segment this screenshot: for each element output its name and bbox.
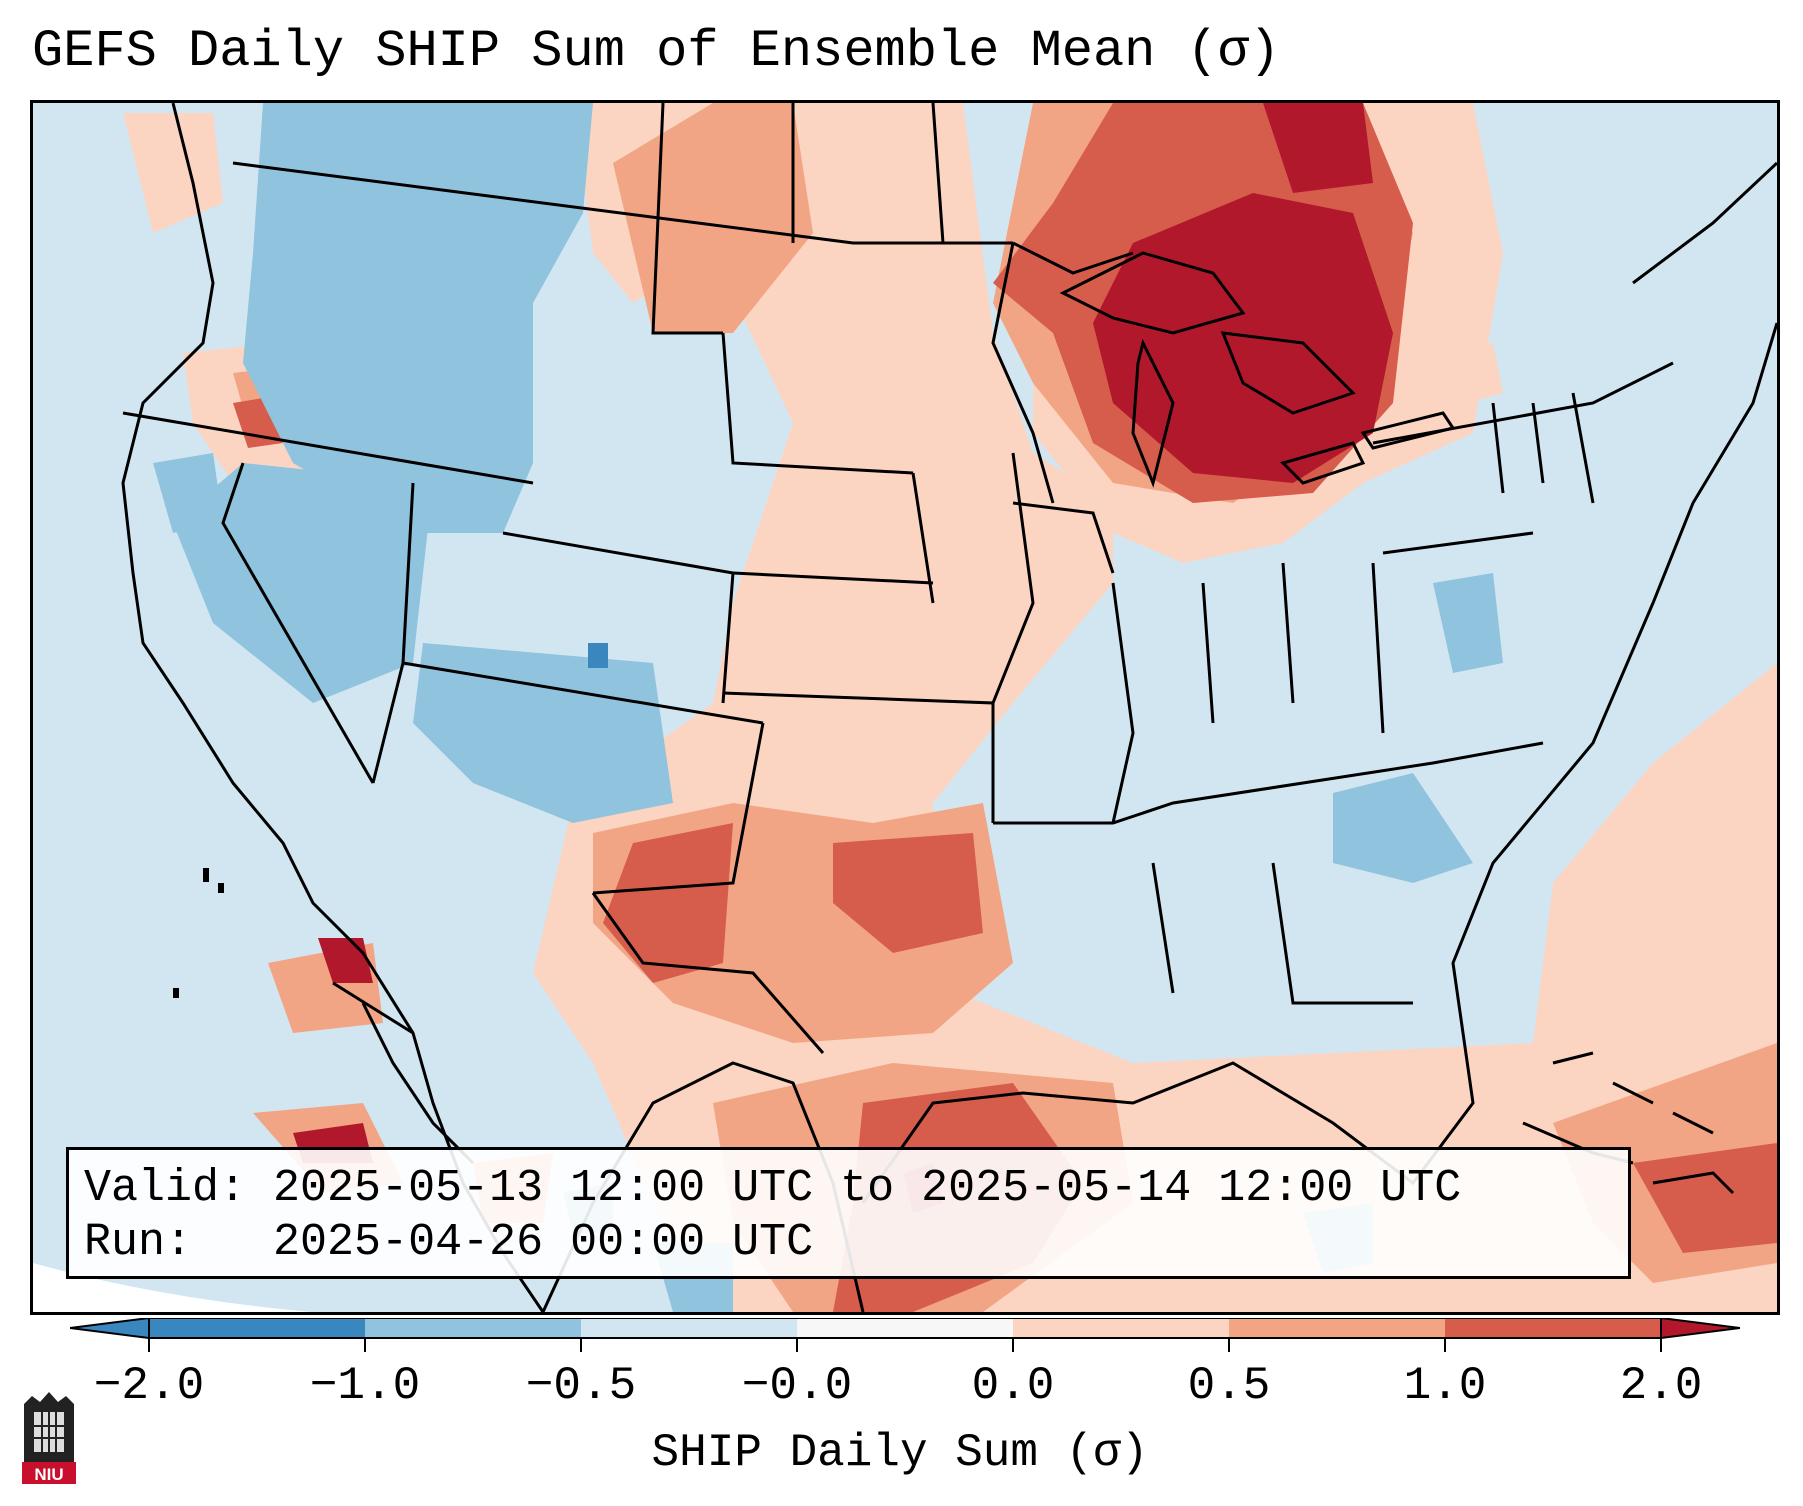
colorbar-segment	[1445, 1318, 1662, 1338]
map-title: GEFS Daily SHIP Sum of Ensemble Mean (σ)	[32, 22, 1281, 81]
valid-range: 2025-05-13 12:00 UTC to 2025-05-14 12:00…	[273, 1163, 1462, 1214]
colorbar-label: SHIP Daily Sum (σ)	[651, 1427, 1149, 1479]
colorbar-tick-label: 2.0	[1619, 1360, 1703, 1412]
boundary-lines	[121, 103, 1777, 1312]
colorbar-tick-label: −1.0	[309, 1360, 421, 1412]
anomaly-moderate-negative	[588, 643, 608, 668]
mexico-islands	[173, 868, 224, 998]
colorbar-segment	[1229, 1318, 1446, 1338]
colorbar-tick-label: 1.0	[1403, 1360, 1487, 1412]
projection-edge-left	[33, 1263, 312, 1312]
valid-label: Valid:	[84, 1163, 247, 1214]
colorbar-segment	[797, 1318, 1014, 1338]
anomaly-map	[33, 103, 1777, 1312]
colorbar-segment	[1013, 1318, 1230, 1338]
colorbar-segment	[581, 1318, 798, 1338]
colorbar-extend-high	[1660, 1318, 1740, 1340]
great-lakes	[1059, 251, 1456, 488]
colorbar-border	[148, 1318, 1662, 1339]
colorbar-extend-low	[70, 1318, 150, 1340]
colorbar-segment	[365, 1318, 582, 1338]
run-time: 2025-04-26 00:00 UTC	[273, 1217, 814, 1268]
validity-info-box: Valid: 2025-05-13 12:00 UTC to 2025-05-1…	[66, 1147, 1631, 1279]
map-panel	[30, 100, 1780, 1315]
logo-text: NIU	[34, 1465, 63, 1484]
colorbar-tick-label: −0.5	[525, 1360, 637, 1412]
colorbar-tick-label: −0.0	[741, 1360, 853, 1412]
colorbar	[70, 1318, 1740, 1352]
run-label: Run:	[84, 1217, 193, 1268]
anomaly-light-negative	[153, 103, 1503, 1312]
colorbar-tick-label: 0.0	[971, 1360, 1055, 1412]
colorbar-tick-label: 0.5	[1187, 1360, 1271, 1412]
colorbar-segment	[149, 1318, 366, 1338]
niu-logo: NIU	[22, 1392, 76, 1484]
colorbar-tick-label: −2.0	[93, 1360, 205, 1412]
